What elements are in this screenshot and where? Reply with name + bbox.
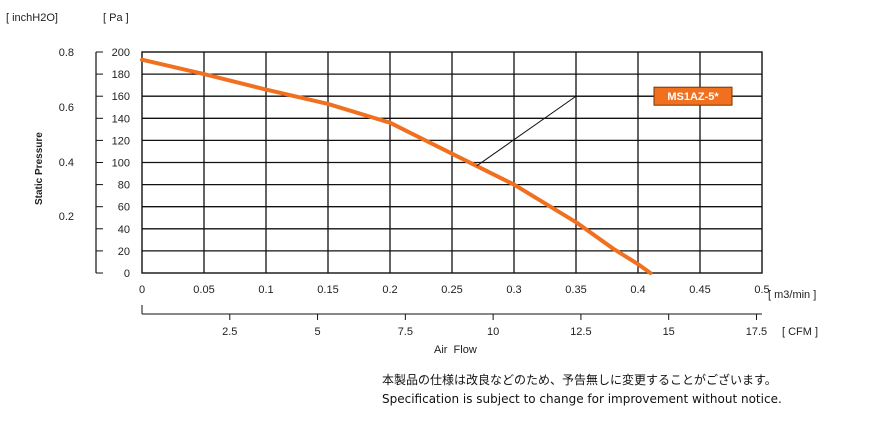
x2-tick-label: 12.5 (570, 326, 591, 338)
y-tick-label: 80 (118, 180, 130, 192)
series-point (636, 262, 640, 266)
series-point (648, 271, 652, 275)
y-tick-label: 120 (112, 135, 130, 147)
y2-tick-label: 0.8 (59, 47, 74, 59)
series-point (611, 247, 615, 251)
x-tick-label: 0.05 (193, 284, 214, 296)
annotation-layer: MS1AZ-5* (476, 86, 733, 167)
series-layer (140, 57, 653, 275)
x2-tick-label: 10 (487, 326, 499, 338)
x-tick-label: 0.4 (630, 284, 645, 296)
annotation-leader-line (476, 95, 654, 167)
series-point (512, 183, 516, 187)
x-tick-label: 0.45 (689, 284, 710, 296)
y-tick-label: 160 (112, 91, 130, 103)
x-axis-title: Air Flow (434, 344, 477, 356)
y-axis-title: Static Pressure (34, 132, 45, 205)
series-point (388, 121, 392, 125)
series-point (450, 152, 454, 156)
legend-box (653, 86, 733, 106)
chart-axes (95, 51, 762, 320)
y-tick-label: 200 (112, 47, 130, 59)
y2-tick-label: 0.4 (59, 157, 74, 169)
series-point (326, 102, 330, 106)
x2-tick-label: 2.5 (222, 326, 237, 338)
x-secondary-unit: [ CFM ] (782, 326, 818, 338)
tick-labels: 0204060801001201401601802000.20.40.60.80… (59, 47, 770, 338)
y-tick-label: 100 (112, 158, 130, 170)
x-tick-label: 0.1 (258, 284, 273, 296)
y-tick-label: 140 (112, 113, 130, 125)
series-point (140, 58, 144, 62)
y2-tick-label: 0.2 (59, 211, 74, 223)
y-secondary-unit: [ inchH2O] (6, 12, 58, 24)
notice-english: Specification is subject to change for i… (382, 392, 782, 406)
series-line-ms1az-5 (140, 57, 653, 275)
x2-tick-label: 5 (315, 326, 321, 338)
x-tick-label: 0.25 (441, 284, 462, 296)
y-tick-label: 20 (118, 246, 130, 258)
y2-tick-label: 0.6 (59, 102, 74, 114)
legend-label: MS1AZ-5* (667, 91, 719, 103)
series-point (264, 88, 268, 92)
y-tick-label: 0 (124, 268, 130, 280)
series-point (574, 220, 578, 224)
x-tick-label: 0 (139, 284, 145, 296)
x2-tick-label: 17.5 (746, 326, 767, 338)
x-tick-label: 0.15 (317, 284, 338, 296)
series-point (202, 72, 206, 76)
x-tick-label: 0.5 (754, 284, 769, 296)
x-tick-label: 0.3 (506, 284, 521, 296)
plot-grid (141, 51, 763, 274)
x-tick-label: 0.2 (382, 284, 397, 296)
x2-tick-label: 7.5 (398, 326, 413, 338)
y-tick-label: 180 (112, 69, 130, 81)
x2-tick-label: 15 (663, 326, 675, 338)
y-tick-label: 40 (118, 224, 130, 236)
notice-japanese: 本製品の仕様は改良などのため、予告無しに変更することがございます。 (382, 373, 777, 387)
y-primary-unit: [ Pa ] (103, 12, 129, 24)
y-tick-label: 60 (118, 202, 130, 214)
x-tick-label: 0.35 (565, 284, 586, 296)
x-primary-unit: [ m3/min ] (768, 289, 816, 301)
